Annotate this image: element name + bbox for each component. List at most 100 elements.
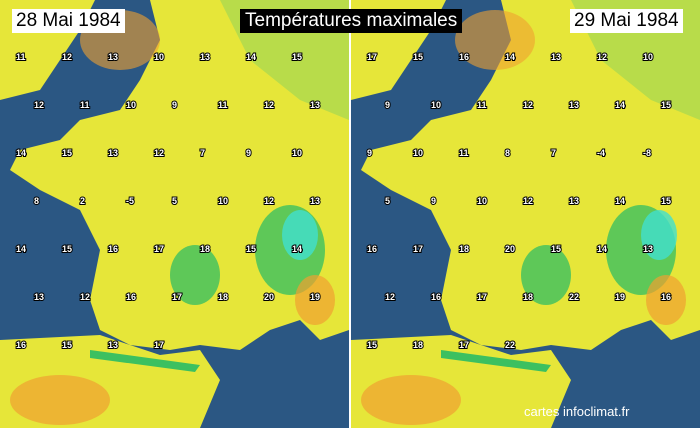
station-value: 7: [551, 148, 556, 158]
station-value: 16: [367, 244, 377, 254]
station-value: 16: [16, 340, 26, 350]
station-value: 9: [246, 148, 251, 158]
station-value: 10: [154, 52, 164, 62]
station-value: 18: [523, 292, 533, 302]
right-date-label: 29 Mai 1984: [570, 9, 683, 33]
station-value: 15: [246, 244, 256, 254]
station-value: 20: [264, 292, 274, 302]
station-value: 12: [34, 100, 44, 110]
station-value: 16: [459, 52, 469, 62]
station-value: 9: [172, 100, 177, 110]
station-value: 18: [218, 292, 228, 302]
station-value: 14: [615, 196, 625, 206]
station-value: 11: [80, 100, 90, 110]
station-value: 17: [154, 340, 164, 350]
station-value: -5: [126, 196, 134, 206]
station-value: 14: [615, 100, 625, 110]
station-value: 13: [310, 100, 320, 110]
map-title: Températures maximales: [240, 9, 463, 33]
station-value: 15: [292, 52, 302, 62]
station-value: -4: [597, 148, 605, 158]
station-value: 13: [200, 52, 210, 62]
station-value: 13: [108, 340, 118, 350]
station-value: 10: [126, 100, 136, 110]
station-value: 12: [80, 292, 90, 302]
station-value: 15: [62, 340, 72, 350]
credit-text: cartes infoclimat.fr: [524, 404, 630, 419]
pyrenees: [441, 350, 551, 372]
pyrenees: [90, 350, 200, 372]
station-value: 13: [108, 148, 118, 158]
station-value: 17: [172, 292, 182, 302]
station-value: -8: [643, 148, 651, 158]
station-value: 14: [246, 52, 256, 62]
station-value: 15: [62, 244, 72, 254]
station-value: 15: [367, 340, 377, 350]
station-value: 12: [597, 52, 607, 62]
station-value: 15: [551, 244, 561, 254]
panel-divider: [349, 0, 351, 428]
station-value: 8: [34, 196, 39, 206]
station-value: 8: [505, 148, 510, 158]
station-value: 17: [367, 52, 377, 62]
station-value: 11: [459, 148, 469, 158]
station-value: 12: [264, 196, 274, 206]
massif-central: [170, 245, 220, 305]
alps-high: [282, 210, 318, 260]
station-value: 14: [16, 148, 26, 158]
warm-provence: [646, 275, 686, 325]
station-value: 22: [569, 292, 579, 302]
station-value: 14: [505, 52, 515, 62]
station-value: 12: [154, 148, 164, 158]
station-value: 12: [385, 292, 395, 302]
station-value: 15: [661, 196, 671, 206]
station-value: 5: [385, 196, 390, 206]
station-value: 22: [505, 340, 515, 350]
station-value: 9: [385, 100, 390, 110]
warm-spain: [10, 375, 110, 425]
station-value: 14: [292, 244, 302, 254]
station-value: 2: [80, 196, 85, 206]
station-value: 14: [597, 244, 607, 254]
station-value: 17: [477, 292, 487, 302]
station-value: 16: [108, 244, 118, 254]
station-value: 16: [126, 292, 136, 302]
station-value: 12: [523, 100, 533, 110]
map-panel-29-mai: 17 15 16 14 13 12 10 9 10 11 12 13 14 15 9 10 11 8 7 -4 -8 5 9…: [351, 0, 700, 428]
station-value: 16: [431, 292, 441, 302]
station-value: 9: [367, 148, 372, 158]
station-value: 13: [108, 52, 118, 62]
alps-high: [641, 210, 677, 260]
station-value: 13: [310, 196, 320, 206]
station-value: 10: [477, 196, 487, 206]
station-value: 13: [569, 196, 579, 206]
station-value: 11: [218, 100, 228, 110]
station-value: 18: [413, 340, 423, 350]
station-value: 17: [459, 340, 469, 350]
station-value: 12: [523, 196, 533, 206]
temperature-map-right: 17 15 16 14 13 12 10 9 10 11 12 13 14 15 9 10 11 8 7 -4 -8 5 9…: [351, 0, 700, 428]
station-value: 13: [551, 52, 561, 62]
station-value: 15: [62, 148, 72, 158]
warm-provence: [295, 275, 335, 325]
station-value: 10: [431, 100, 441, 110]
warm-spain: [361, 375, 461, 425]
station-value: 19: [615, 292, 625, 302]
station-value: 12: [62, 52, 72, 62]
massif-central: [521, 245, 571, 305]
station-value: 10: [292, 148, 302, 158]
station-value: 11: [477, 100, 487, 110]
left-date-label: 28 Mai 1984: [12, 9, 125, 33]
station-value: 15: [413, 52, 423, 62]
station-value: 15: [661, 100, 671, 110]
station-value: 10: [643, 52, 653, 62]
station-value: 13: [569, 100, 579, 110]
station-value: 16: [661, 292, 671, 302]
station-value: 17: [413, 244, 423, 254]
temperature-map-left: 11 12 13 10 13 14 15 12 11 10 9 11 12 13 14 15 13 12 7 9 10 8…: [0, 0, 349, 428]
station-value: 14: [16, 244, 26, 254]
station-value: 17: [154, 244, 164, 254]
station-value: 11: [16, 52, 26, 62]
station-value: 7: [200, 148, 205, 158]
